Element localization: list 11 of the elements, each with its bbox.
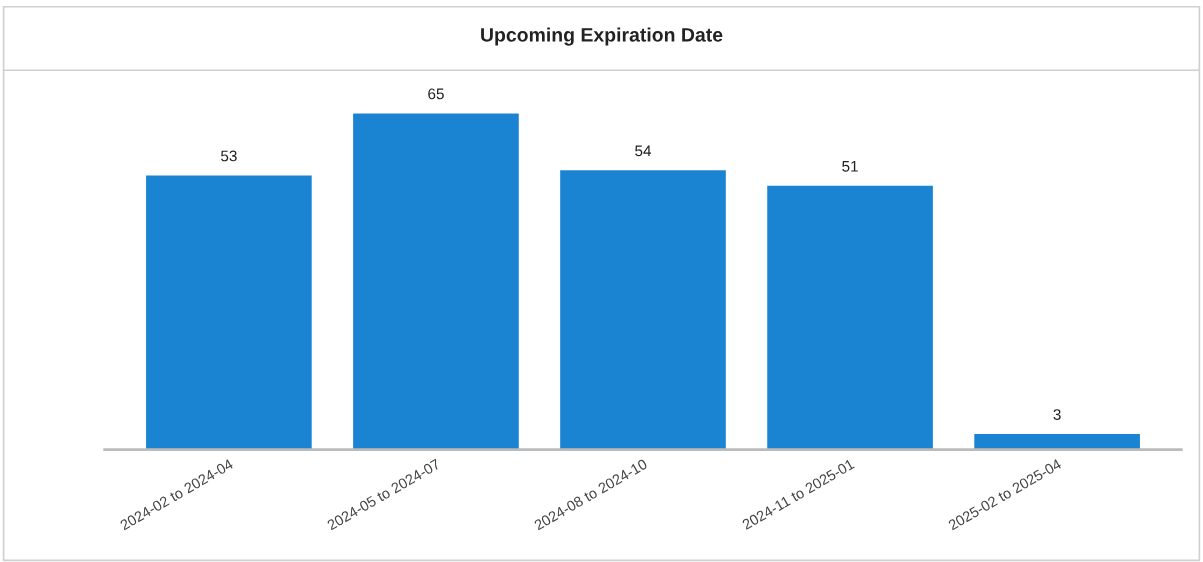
data-label: 51: [842, 161, 858, 172]
data-label: 54: [635, 145, 652, 157]
bar: [767, 185, 933, 450]
bar: [560, 170, 726, 450]
data-label: 65: [428, 88, 444, 100]
bar: [146, 175, 312, 450]
bar: [974, 434, 1140, 450]
data-label: 53: [221, 150, 237, 162]
chart-title: Upcoming Expiration Date: [481, 27, 723, 46]
bar: [353, 113, 519, 450]
data-label: 3: [1053, 409, 1061, 420]
